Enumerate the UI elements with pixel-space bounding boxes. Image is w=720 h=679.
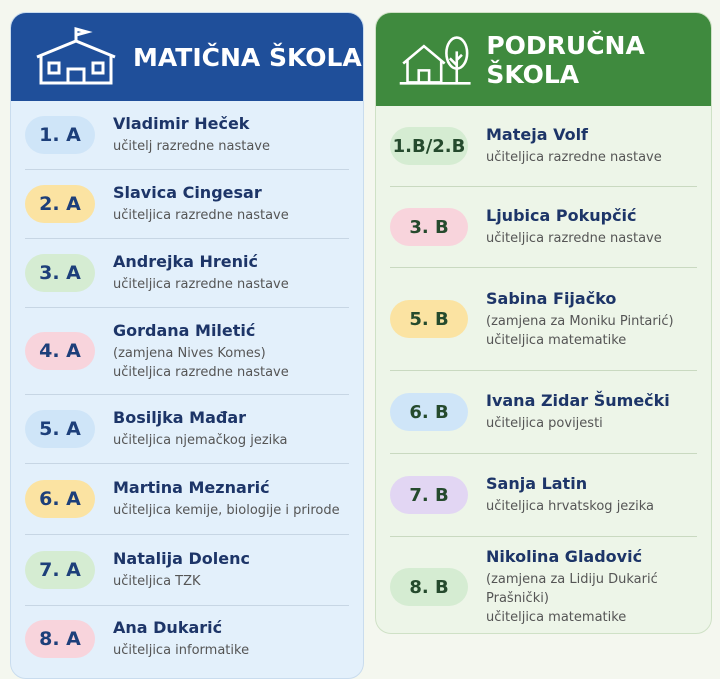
teacher-role: učiteljica informatike (113, 643, 250, 658)
teacher-name: Bosiljka Mađar (113, 408, 247, 427)
teacher-role: učitelj razredne nastave (113, 139, 270, 154)
teacher-row: 3. B Ljubica Pokupčić učiteljica razredne … (390, 187, 697, 268)
teacher-info: Sabina Fijačko (zamjena za Moniku Pintari… (486, 289, 674, 350)
teacher-name: Mateja Volf (486, 125, 589, 144)
teacher-info: Ljubica Pokupčić učiteljica razredne nast… (486, 206, 662, 248)
teacher-name: Sabina Fijačko (486, 288, 617, 308)
teacher-note: (zamjena za Lidiju Dukarić Prašnički) (486, 572, 658, 606)
teacher-info: Vladimir Heček učitelj razredne nastave (113, 114, 270, 156)
teacher-role: učiteljica TZK (113, 574, 201, 589)
class-badge: 8. B (390, 568, 468, 606)
teacher-role: učiteljica razredne nastave (486, 150, 662, 165)
right-header: PODRUČNA ŠKOLA (376, 13, 711, 106)
class-badge: 8. A (25, 620, 95, 658)
teacher-row: 3. A Andrejka Hrenić učiteljica razredne n… (25, 239, 349, 308)
teacher-name: Slavica Cingesar (113, 183, 262, 202)
class-badge: 1. A (25, 116, 95, 154)
class-badge: 3. B (390, 208, 468, 246)
class-badge: 7. B (390, 476, 468, 514)
class-badge: 2. A (25, 185, 95, 223)
teacher-note: (zamjena Nives Komes) (113, 345, 266, 361)
teacher-name: Ljubica Pokupčić (486, 206, 637, 225)
teacher-name: Andrejka Hrenić (113, 252, 258, 271)
class-badge: 1.B/2.B (390, 127, 468, 165)
teacher-row: 1.B/2.B Mateja Volf učiteljica razredne na… (390, 106, 697, 187)
class-badge: 6. A (25, 480, 95, 518)
teacher-row: 7. B Sanja Latin učiteljica hrvatskog jezi… (390, 454, 697, 537)
teacher-role: učiteljica kemije, biologije i prirode (113, 503, 340, 518)
teacher-role: učiteljica razredne nastave (113, 208, 289, 223)
teacher-row: 5. B Sabina Fijačko (zamjena za Moniku Pin… (390, 268, 697, 371)
teacher-name: Ana Dukarić (113, 618, 223, 637)
teacher-row: 6. B Ivana Zidar Šumečki učiteljica povije… (390, 371, 697, 454)
teacher-info: Natalija Dolenc učiteljica TZK (113, 549, 250, 591)
house-icon (399, 35, 471, 85)
teacher-name: Martina Meznarić (113, 478, 270, 497)
teacher-info: Martina Meznarić učiteljica kemije, biolo… (113, 478, 340, 520)
left-header: MATIČNA ŠKOLA (11, 13, 363, 101)
teacher-info: Ivana Zidar Šumečki učiteljica povijesti (486, 391, 670, 433)
left-title: MATIČNA ŠKOLA (133, 42, 362, 72)
teacher-info: Nikolina Gladović (zamjena za Lidiju Duka… (486, 547, 697, 627)
teacher-note: (zamjena za Moniku Pintarić) (486, 313, 674, 329)
right-panel: PODRUČNA ŠKOLA 1.B/2.B Mateja Volf učitelj… (375, 12, 712, 634)
class-badge: 3. A (25, 254, 95, 292)
teacher-role: učiteljica razredne nastave (113, 364, 289, 380)
school-icon (36, 27, 116, 85)
class-badge: 6. B (390, 393, 468, 431)
teacher-info: Gordana Miletić (zamjena Nives Komes) učit… (113, 321, 289, 382)
teacher-name: Gordana Miletić (113, 320, 256, 340)
class-badge: 5. A (25, 410, 95, 448)
teacher-role: učiteljica povijesti (486, 416, 603, 431)
teacher-name: Ivana Zidar Šumečki (486, 391, 670, 410)
teacher-row: 2. A Slavica Cingesar učiteljica razredne … (25, 170, 349, 239)
teacher-row: 7. A Natalija Dolenc učiteljica TZK (25, 535, 349, 606)
teacher-role: učiteljica njemačkog jezika (113, 433, 288, 448)
teacher-name: Natalija Dolenc (113, 549, 250, 568)
right-list: 1.B/2.B Mateja Volf učiteljica razredne na… (376, 106, 711, 633)
teacher-role: učiteljica hrvatskog jezika (486, 499, 655, 514)
teacher-row: 1. A Vladimir Heček učitelj razredne nasta… (25, 101, 349, 170)
left-panel: MATIČNA ŠKOLA 1. A Vladimir Heček učitelj … (10, 12, 364, 679)
teacher-row: 6. A Martina Meznarić učiteljica kemije, b… (25, 464, 349, 535)
teacher-row: 8. B Nikolina Gladović (zamjena za Lidiju … (390, 537, 697, 633)
teacher-role: učiteljica matematike (486, 610, 627, 625)
class-badge: 5. B (390, 300, 468, 338)
teacher-info: Andrejka Hrenić učiteljica razredne nasta… (113, 252, 289, 294)
teacher-row: 4. A Gordana Miletić (zamjena Nives Komes)… (25, 308, 349, 395)
teacher-info: Mateja Volf učiteljica razredne nastave (486, 125, 662, 167)
class-badge: 7. A (25, 551, 95, 589)
teacher-info: Sanja Latin učiteljica hrvatskog jezika (486, 474, 654, 516)
teacher-name: Vladimir Heček (113, 114, 250, 133)
teacher-role: učiteljica razredne nastave (113, 277, 289, 292)
teacher-role: učiteljica matematike (486, 332, 627, 348)
right-title: PODRUČNA ŠKOLA (486, 30, 645, 89)
teacher-info: Ana Dukarić učiteljica informatike (113, 618, 249, 660)
class-badge: 4. A (25, 332, 95, 370)
teacher-name: Sanja Latin (486, 474, 588, 493)
teacher-info: Slavica Cingesar učiteljica razredne nast… (113, 183, 289, 225)
teacher-name: Nikolina Gladović (486, 547, 643, 566)
left-list: 1. A Vladimir Heček učitelj razredne nasta… (11, 101, 363, 672)
teacher-row: 8. A Ana Dukarić učiteljica informatike (25, 606, 349, 672)
teacher-info: Bosiljka Mađar učiteljica njemačkog jezik… (113, 408, 288, 450)
teacher-row: 5. A Bosiljka Mađar učiteljica njemačkog j… (25, 395, 349, 464)
teacher-role: učiteljica razredne nastave (486, 231, 662, 246)
